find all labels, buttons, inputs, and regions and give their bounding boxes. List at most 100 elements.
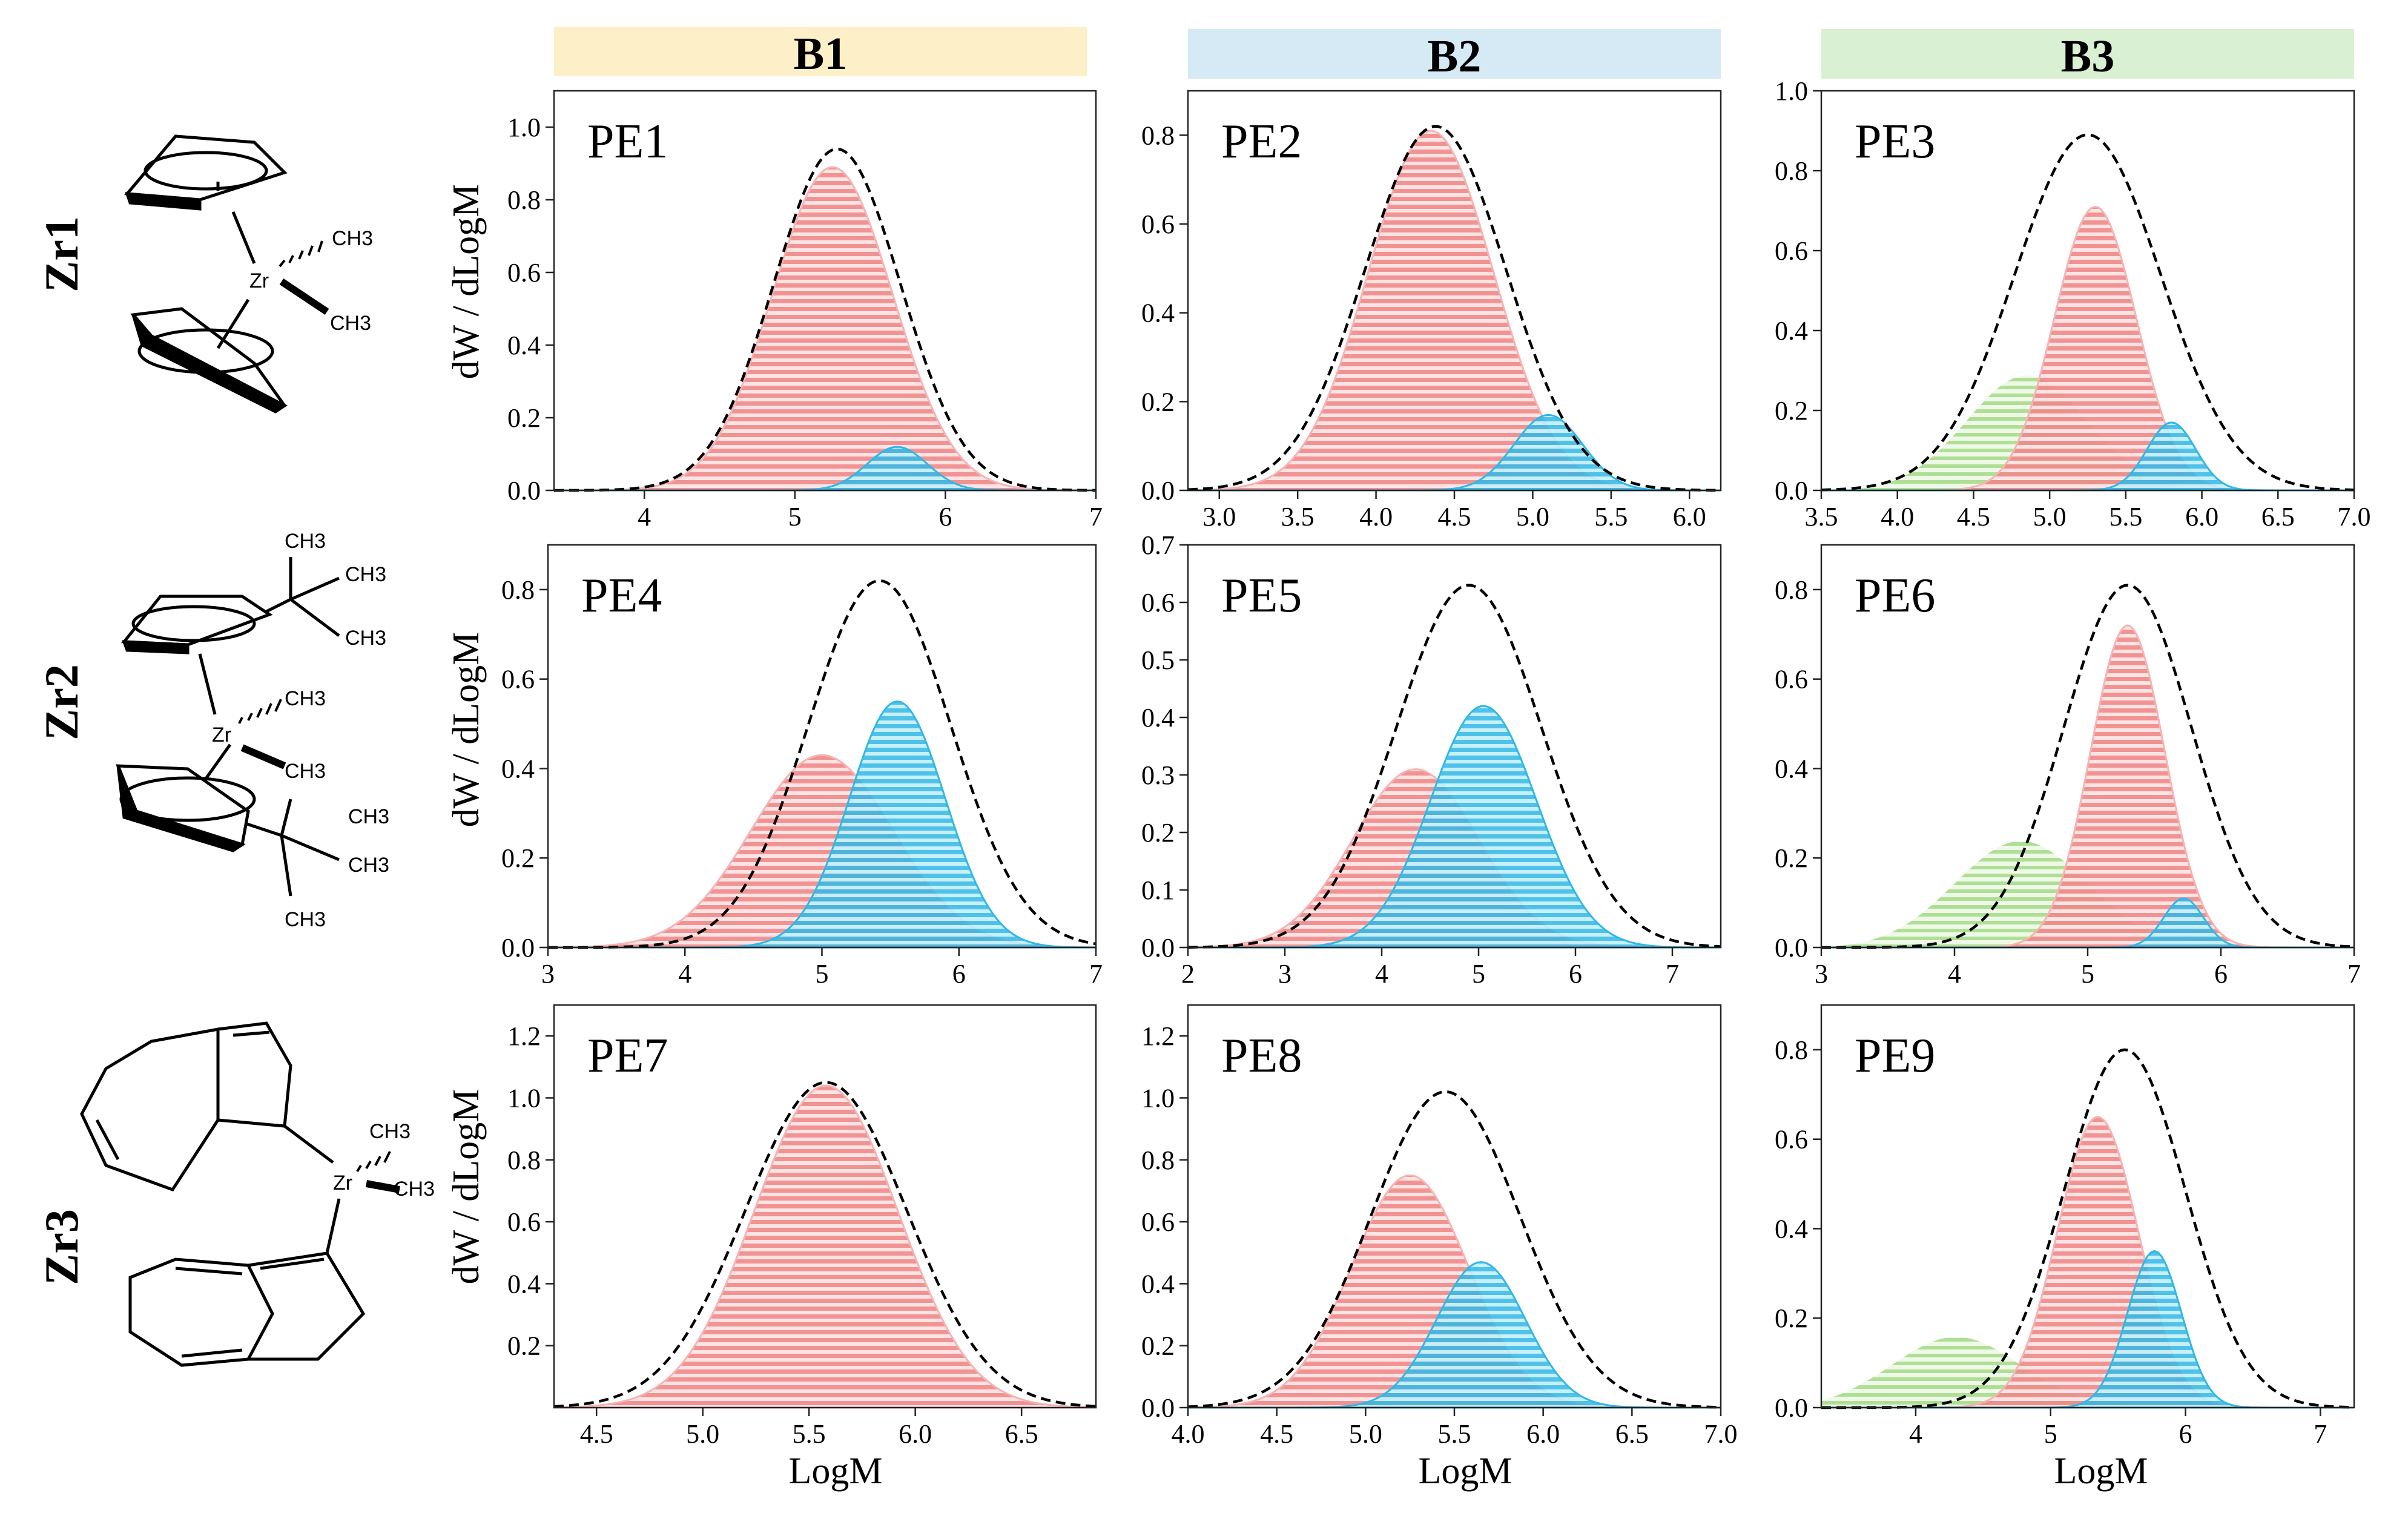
- x-tick-label: 3.5: [1805, 502, 1838, 532]
- x-tick-label: 6: [1569, 959, 1582, 989]
- y-tick-label: 0.8: [1775, 156, 1808, 186]
- total-curve-pe2: [1187, 125, 1721, 492]
- column-headers: B1 B2 B3: [554, 27, 2354, 82]
- total-curve-pe3: [1821, 133, 2355, 492]
- zr1-ch3-b: CH3: [330, 312, 371, 335]
- x-tick-label: 2: [1181, 959, 1195, 989]
- x-tick-label: 6: [952, 959, 966, 989]
- x-tick-label: 5.5: [1594, 502, 1628, 532]
- panel-pe9: 4 5 6 7 0.0 0.2 0.4 0.6 0.8 PE9: [1775, 1004, 2355, 1449]
- y-tick-label: 0.2: [507, 403, 541, 433]
- x-tick-label: 4: [1909, 1419, 1922, 1449]
- row-label-zr2: Zr2: [35, 664, 88, 740]
- structure-zr2: [116, 557, 340, 897]
- y-tick-label: 0.4: [1775, 754, 1808, 783]
- x-tick-label: 4: [678, 959, 691, 989]
- zr1-metal: Zr: [249, 269, 269, 292]
- x-tick-label: 5: [1472, 959, 1485, 989]
- x-tick-label: 3.5: [1281, 502, 1315, 532]
- y-tick-label: 0.6: [1775, 236, 1808, 266]
- y-tick-label: 0.4: [1141, 703, 1175, 733]
- zr2-metal: Zr: [212, 723, 231, 746]
- zr2-tbu-bottom-2: CH3: [348, 854, 389, 877]
- y-axis-title-row2: dW / dLogM: [446, 632, 487, 828]
- panel-pe4: 3 4 5 6 7 0.0 0.2 0.4 0.6 0.8 PE4: [501, 544, 1103, 989]
- x-tick-label: 4: [1948, 959, 1961, 989]
- frame-pe3: [1820, 90, 2355, 492]
- x-tick-label: 6: [2179, 1419, 2192, 1449]
- y-tick-label: 0.0: [1775, 476, 1808, 506]
- row-label-zr3: Zr3: [35, 1209, 88, 1285]
- total-curve-pe5: [1187, 584, 1721, 949]
- structure-zr1: [124, 134, 329, 414]
- x-tick-label: 5.5: [1438, 1419, 1471, 1449]
- zr2-tbu-bottom-1: CH3: [348, 805, 389, 828]
- y-tick-label: 0.2: [1775, 1303, 1808, 1333]
- y-tick-label: 0.5: [1141, 645, 1175, 675]
- y-tick-label: 0.4: [1141, 298, 1175, 328]
- y-tick-label: 0.1: [1141, 875, 1175, 905]
- col-header-b3: B3: [2061, 31, 2115, 82]
- x-tick-label: 7: [1089, 502, 1103, 532]
- col-header-b1-box: [554, 27, 1087, 76]
- x-tick-label: 4.0: [1881, 502, 1914, 532]
- x-tick-label: 6.0: [1673, 502, 1706, 532]
- x-tick-label: 3: [541, 959, 555, 989]
- y-tick-label: 0.4: [1775, 1214, 1808, 1244]
- panel-label-pe9: PE9: [1855, 1029, 1935, 1082]
- y-tick-label: 1.0: [507, 1083, 541, 1113]
- col-header-b3-box: [1821, 29, 2354, 79]
- panel-label-pe5: PE5: [1221, 569, 1302, 622]
- x-tick-label: 6.5: [2261, 502, 2295, 532]
- panel-label-pe2: PE2: [1221, 115, 1302, 168]
- y-tick-label: 0.8: [507, 1145, 541, 1175]
- panel-pe6: 3 4 5 6 7 0.0 0.2 0.4 0.6 0.8 PE6: [1775, 544, 2361, 989]
- y-tick-label: 0.2: [1141, 1331, 1175, 1361]
- x-tick-label: 4.5: [1957, 502, 1990, 532]
- total-curve-pe4: [548, 579, 1097, 949]
- x-tick-label: 5.5: [2109, 502, 2142, 532]
- total-curve-pe6: [1821, 584, 2355, 949]
- y-tick-label: 0.4: [507, 331, 541, 360]
- total-curve-pe8: [1187, 1090, 1721, 1409]
- x-tick-label: 7.0: [2338, 502, 2371, 532]
- y-tick-label: 0.8: [1775, 575, 1808, 605]
- x-tick-label: 7: [2314, 1419, 2327, 1449]
- panel-pe7: 4.5 5.0 5.5 6.0 6.5 0.2 0.4 0.6 0.8 1.0 1.2 PE7: [507, 1004, 1097, 1449]
- x-axis-title-b3: LogM: [2054, 1451, 2148, 1492]
- y-tick-label: 0.0: [1141, 933, 1175, 963]
- y-tick-label: 0.8: [501, 575, 535, 605]
- zr2-tbu-top-3: CH3: [345, 627, 386, 650]
- y-tick-label: 0.0: [1141, 476, 1175, 506]
- x-tick-label: 3: [1278, 959, 1291, 989]
- y-tick-label: 0.0: [1775, 933, 1808, 963]
- y-tick-label: 0.2: [501, 843, 535, 873]
- col-header-b2: B2: [1428, 31, 1482, 82]
- x-tick-label: 4.5: [1438, 502, 1471, 532]
- y-tick-label: 0.6: [1141, 588, 1175, 618]
- zr2-tbu-bottom-3: CH3: [285, 908, 326, 931]
- row-label-zr1: Zr1: [35, 216, 88, 292]
- y-tick-label: 1.0: [1775, 76, 1808, 106]
- y-tick-label: 0.2: [1775, 396, 1808, 426]
- zr3-metal: Zr: [333, 1171, 352, 1194]
- y-tick-label: 0.6: [1775, 1125, 1808, 1155]
- area-blue-pe5: [1188, 705, 1721, 949]
- y-tick-label: 0.8: [1141, 1145, 1175, 1175]
- y-tick-label: 0.6: [1775, 665, 1808, 694]
- y-tick-label: 0.4: [1141, 1269, 1175, 1299]
- y-tick-label: 0.8: [1141, 120, 1175, 150]
- x-tick-label: 7.0: [1704, 1419, 1738, 1449]
- x-tick-label: 5.0: [1349, 1419, 1382, 1449]
- y-tick-label: 1.0: [1141, 1083, 1175, 1113]
- y-tick-label: 0.0: [1141, 1393, 1175, 1423]
- x-tick-label: 4: [638, 502, 651, 532]
- x-tick-label: 5.0: [2033, 502, 2067, 532]
- col-header-b1: B1: [794, 28, 848, 79]
- y-tick-label: 0.4: [1775, 316, 1808, 346]
- panel-label-pe3: PE3: [1855, 115, 1935, 168]
- zr1-ch3-a: CH3: [332, 227, 373, 250]
- y-tick-label: 1.0: [507, 113, 541, 142]
- x-tick-label: 7: [1089, 959, 1103, 989]
- panel-label-pe6: PE6: [1855, 569, 1935, 622]
